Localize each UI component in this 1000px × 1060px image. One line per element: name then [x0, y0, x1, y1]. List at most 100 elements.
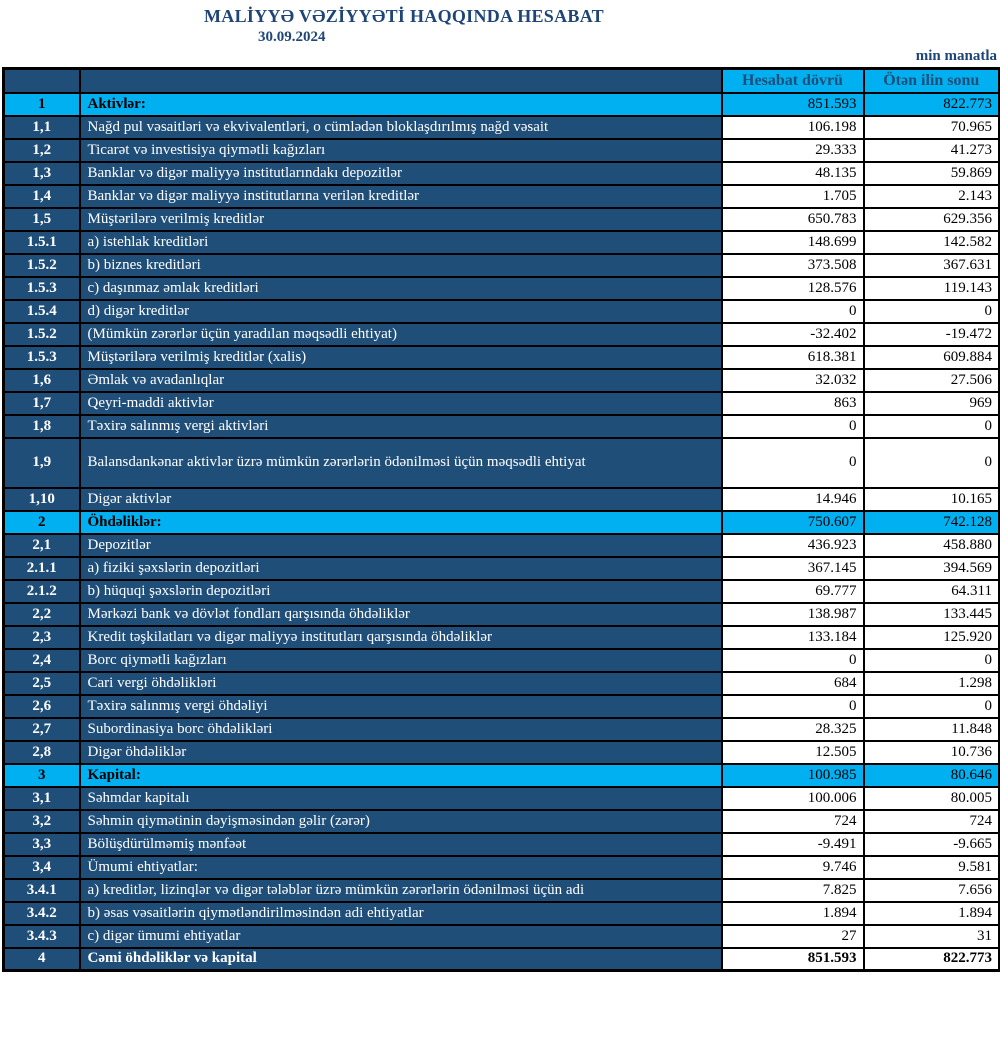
row-value-current: 138.987: [720, 601, 865, 627]
table-row: 2,3 Kredit təşkilatları və digər maliyyə …: [2, 624, 1000, 650]
financial-position-table: Hesabat dövrü Ötən ilin sonu 1 Aktivlər: 8…: [2, 67, 1000, 972]
row-number: 1.5.2: [2, 321, 81, 347]
row-number: 1,9: [2, 436, 81, 489]
row-number: 1,2: [2, 137, 81, 163]
row-value-current: 0: [720, 436, 865, 489]
row-value-current: 148.699: [720, 229, 865, 255]
row-value-current: 27: [720, 923, 865, 949]
row-value-previous: 394.569: [862, 555, 1000, 581]
row-value-current: 1.705: [720, 183, 865, 209]
row-label: Digər aktivlər: [78, 486, 723, 512]
row-value-previous: 822.773: [862, 91, 1000, 117]
row-value-current: 14.946: [720, 486, 865, 512]
table-row: 3,1 Səhmdar kapitalı 100.006 80.005: [2, 785, 1000, 811]
table-row: 3,3 Bölüşdürülməmiş mənfəət -9.491 -9.665: [2, 831, 1000, 857]
row-number: 1,4: [2, 183, 81, 209]
row-value-previous: 0: [862, 693, 1000, 719]
row-value-current: 650.783: [720, 206, 865, 232]
row-value-current: 618.381: [720, 344, 865, 370]
table-row: 3,2 Səhmin qiymətinin dəyişməsindən gəlir…: [2, 808, 1000, 834]
row-label: b) hüquqi şəxslərin depozitləri: [78, 578, 723, 604]
table-row: 1,8 Təxirə salınmış vergi aktivləri 0 0: [2, 413, 1000, 439]
row-value-current: 750.607: [720, 509, 865, 535]
row-number: 1,1: [2, 114, 81, 140]
row-label: Müştərilərə verilmiş kreditlər (xalis): [78, 344, 723, 370]
row-value-previous: 629.356: [862, 206, 1000, 232]
row-label: Depozitlər: [78, 532, 723, 558]
row-number: 2,3: [2, 624, 81, 650]
row-value-current: 367.145: [720, 555, 865, 581]
row-label: a) kreditlər, lizinqlər və digər tələblə…: [78, 877, 723, 903]
row-label: d) digər kreditlər: [78, 298, 723, 324]
row-value-current: 100.006: [720, 785, 865, 811]
row-value-previous: 31: [862, 923, 1000, 949]
row-value-previous: 724: [862, 808, 1000, 834]
row-value-current: 29.333: [720, 137, 865, 163]
row-number: 1: [2, 91, 81, 117]
table-row: 1,2 Ticarət və investisiya qiymətli kağız…: [2, 137, 1000, 163]
table-row: 1,4 Banklar və digər maliyyə institutları…: [2, 183, 1000, 209]
row-number: 3: [2, 762, 81, 788]
row-value-current: 100.985: [720, 762, 865, 788]
row-value-previous: 27.506: [862, 367, 1000, 393]
row-value-current: 684: [720, 670, 865, 696]
row-label: Təxirə salınmış vergi aktivləri: [78, 413, 723, 439]
row-number: 3.4.3: [2, 923, 81, 949]
row-number: 2,4: [2, 647, 81, 673]
row-value-previous: 80.646: [862, 762, 1000, 788]
table-row: 2.1.1 a) fiziki şəxslərin depozitləri 367.…: [2, 555, 1000, 581]
table-row: 3.4.1 a) kreditlər, lizinqlər və digər tə…: [2, 877, 1000, 903]
row-label: Aktivlər:: [78, 91, 723, 117]
row-value-previous: 458.880: [862, 532, 1000, 558]
table-row: 1.5.1 a) istehlak kreditləri 148.699 142.58…: [2, 229, 1000, 255]
table-row: 1.5.2 b) biznes kreditləri 373.508 367.631: [2, 252, 1000, 278]
row-label: Səhmin qiymətinin dəyişməsindən gəlir (z…: [78, 808, 723, 834]
row-label: a) istehlak kreditləri: [78, 229, 723, 255]
report-date: 30.09.2024: [258, 29, 326, 45]
row-value-previous: 2.143: [862, 183, 1000, 209]
row-value-previous: 142.582: [862, 229, 1000, 255]
row-value-previous: 119.143: [862, 275, 1000, 301]
row-value-current: 724: [720, 808, 865, 834]
row-value-current: -32.402: [720, 321, 865, 347]
row-label: Kredit təşkilatları və digər maliyyə ins…: [78, 624, 723, 650]
table-row: 1,3 Banklar və digər maliyyə institutları…: [2, 160, 1000, 186]
header-number-cell: [2, 67, 81, 94]
row-label: a) fiziki şəxslərin depozitləri: [78, 555, 723, 581]
row-label: Ümumi ehtiyatlar:: [78, 854, 723, 880]
row-value-previous: 609.884: [862, 344, 1000, 370]
row-number: 3,2: [2, 808, 81, 834]
table-row: 1,6 Əmlak və avadanlıqlar 32.032 27.506: [2, 367, 1000, 393]
row-label: Əmlak və avadanlıqlar: [78, 367, 723, 393]
row-number: 2,2: [2, 601, 81, 627]
row-label: Mərkəzi bank və dövlət fondları qarşısın…: [78, 601, 723, 627]
row-label: c) daşınmaz əmlak kreditləri: [78, 275, 723, 301]
row-value-previous: -19.472: [862, 321, 1000, 347]
row-value-current: 0: [720, 693, 865, 719]
row-number: 1,3: [2, 160, 81, 186]
report-title: MALİYYƏ VƏZİYYƏTİ HAQQINDA HESABAT: [204, 6, 604, 26]
table-row: 2,8 Digər öhdəliklər 12.505 10.736: [2, 739, 1000, 765]
row-value-previous: 10.165: [862, 486, 1000, 512]
row-value-current: 863: [720, 390, 865, 416]
row-value-current: 9.746: [720, 854, 865, 880]
row-value-current: 373.508: [720, 252, 865, 278]
row-number: 1.5.3: [2, 275, 81, 301]
row-value-current: 436.923: [720, 532, 865, 558]
row-number: 3,1: [2, 785, 81, 811]
row-label: Qeyri-maddi aktivlər: [78, 390, 723, 416]
row-number: 2: [2, 509, 81, 535]
row-number: 2,8: [2, 739, 81, 765]
row-value-previous: 9.581: [862, 854, 1000, 880]
row-value-previous: 0: [862, 298, 1000, 324]
row-value-previous: 0: [862, 436, 1000, 489]
row-value-current: 851.593: [720, 91, 865, 117]
row-value-current: 133.184: [720, 624, 865, 650]
row-value-current: 0: [720, 647, 865, 673]
row-value-previous: 367.631: [862, 252, 1000, 278]
table-row: 2,4 Borc qiymətli kağızları 0 0: [2, 647, 1000, 673]
row-number: 1.5.2: [2, 252, 81, 278]
report-table-body: 1 Aktivlər: 851.593 822.773 1,1 Nağd pul vəsa…: [2, 91, 1000, 972]
row-label: Öhdəliklər:: [78, 509, 723, 535]
table-row: 2 Öhdəliklər: 750.607 742.128: [2, 509, 1000, 535]
